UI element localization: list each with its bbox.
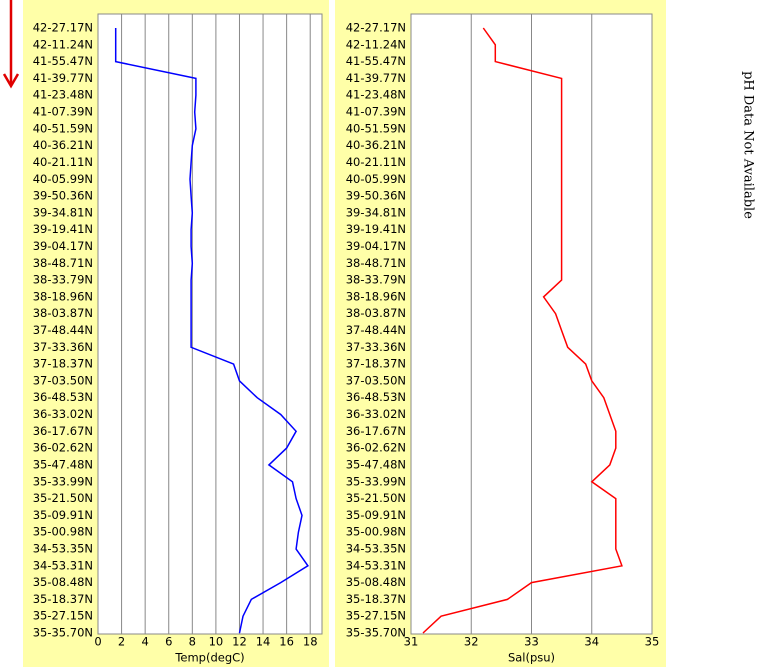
y-tick-label: 39-04.17N [33, 239, 93, 253]
y-tick-label: 37-48.44N [33, 323, 93, 337]
plot-frame [410, 13, 653, 635]
x-tick-label: 31 [404, 635, 419, 649]
y-tick-label: 39-19.41N [33, 222, 93, 236]
y-tick-label: 35-35.70N [33, 626, 93, 640]
y-tick-label: 37-03.50N [33, 373, 93, 387]
x-axis-title: Sal(psu) [508, 651, 555, 665]
y-tick-label: 36-33.02N [33, 407, 93, 421]
y-tick-label: 35-21.50N [346, 491, 406, 505]
y-tick-label: 35-35.70N [346, 626, 406, 640]
y-tick-label: 34-53.31N [33, 558, 93, 572]
y-tick-label: 41-07.39N [346, 105, 406, 119]
y-tick-label: 35-18.37N [346, 592, 406, 606]
y-tick-label: 34-53.31N [346, 558, 406, 572]
y-tick-label: 39-04.17N [346, 239, 406, 253]
y-tick-label: 39-34.81N [33, 205, 93, 219]
y-tick-label: 40-36.21N [346, 138, 406, 152]
y-tick-label: 35-18.37N [33, 592, 93, 606]
y-tick-label: 38-48.71N [346, 256, 406, 270]
y-tick-label: 35-09.91N [346, 508, 406, 522]
y-tick-label: 37-18.37N [33, 357, 93, 371]
plot-frame [97, 13, 323, 635]
y-tick-label: 41-39.77N [346, 71, 406, 85]
y-tick-label: 36-48.53N [33, 390, 93, 404]
x-tick-label: 0 [94, 635, 101, 649]
down-arrow [2, 0, 20, 89]
y-tick-label: 35-27.15N [33, 609, 93, 623]
y-tick-label: 35-27.15N [346, 609, 406, 623]
y-tick-label: 37-33.36N [346, 340, 406, 354]
x-tick-label: 16 [279, 635, 294, 649]
y-tick-label: 40-05.99N [33, 172, 93, 186]
y-tick-label: 42-27.17N [346, 21, 406, 35]
y-tick-label: 41-55.47N [33, 54, 93, 68]
y-tick-label: 35-33.99N [346, 474, 406, 488]
y-tick-label: 38-33.79N [33, 273, 93, 287]
y-tick-label: 35-33.99N [33, 474, 93, 488]
y-tick-label: 35-09.91N [33, 508, 93, 522]
y-tick-label: 40-21.11N [33, 155, 93, 169]
y-tick-label: 35-47.48N [33, 457, 93, 471]
y-tick-label: 38-03.87N [33, 306, 93, 320]
y-tick-label: 35-00.98N [346, 525, 406, 539]
y-tick-label: 36-02.62N [346, 441, 406, 455]
x-axis-title: Temp(degC) [174, 651, 244, 665]
x-tick-label: 6 [165, 635, 172, 649]
y-tick-label: 39-50.36N [346, 189, 406, 203]
x-tick-label: 2 [118, 635, 125, 649]
y-tick-label: 35-21.50N [33, 491, 93, 505]
y-tick-label: 39-19.41N [346, 222, 406, 236]
x-tick-label: 35 [645, 635, 660, 649]
x-tick-label: 33 [524, 635, 539, 649]
y-tick-label: 42-27.17N [33, 21, 93, 35]
x-tick-label: 8 [189, 635, 196, 649]
y-tick-label: 38-33.79N [346, 273, 406, 287]
y-tick-label: 35-08.48N [33, 575, 93, 589]
profile-line [114, 28, 309, 634]
x-tick-label: 18 [303, 635, 318, 649]
y-tick-label: 40-51.59N [346, 121, 406, 135]
x-tick-label: 14 [256, 635, 271, 649]
x-tick-label: 4 [141, 635, 148, 649]
y-tick-label: 36-17.67N [346, 424, 406, 438]
profile-line [422, 27, 623, 634]
x-tick-label: 12 [232, 635, 247, 649]
y-tick-label: 38-03.87N [346, 306, 406, 320]
y-tick-label: 41-55.47N [346, 54, 406, 68]
y-tick-label: 40-05.99N [346, 172, 406, 186]
y-tick-label: 38-48.71N [33, 256, 93, 270]
y-tick-label: 36-48.53N [346, 390, 406, 404]
y-tick-label: 39-34.81N [346, 205, 406, 219]
ph-note: pH Data Not Available [741, 71, 756, 219]
x-tick-label: 10 [209, 635, 224, 649]
y-tick-label: 40-51.59N [33, 121, 93, 135]
y-tick-label: 36-33.02N [346, 407, 406, 421]
y-tick-label: 36-02.62N [33, 441, 93, 455]
y-tick-label: 34-53.35N [346, 541, 406, 555]
plot-area [98, 14, 322, 634]
x-tick-label: 32 [464, 635, 479, 649]
y-tick-label: 41-39.77N [33, 71, 93, 85]
y-tick-label: 39-50.36N [33, 189, 93, 203]
y-tick-label: 35-08.48N [346, 575, 406, 589]
y-tick-label: 35-47.48N [346, 457, 406, 471]
y-tick-label: 37-18.37N [346, 357, 406, 371]
y-tick-label: 34-53.35N [33, 541, 93, 555]
y-tick-label: 41-23.48N [346, 88, 406, 102]
y-tick-label: 42-11.24N [346, 37, 406, 51]
y-tick-label: 38-18.96N [346, 289, 406, 303]
y-tick-label: 35-00.98N [33, 525, 93, 539]
y-tick-label: 41-23.48N [33, 88, 93, 102]
y-tick-label: 37-03.50N [346, 373, 406, 387]
y-tick-label: 41-07.39N [33, 105, 93, 119]
y-tick-label: 40-21.11N [346, 155, 406, 169]
y-tick-label: 37-33.36N [33, 340, 93, 354]
y-tick-label: 38-18.96N [33, 289, 93, 303]
y-tick-label: 40-36.21N [33, 138, 93, 152]
y-tick-label: 37-48.44N [346, 323, 406, 337]
y-tick-label: 36-17.67N [33, 424, 93, 438]
y-tick-label: 42-11.24N [33, 37, 93, 51]
x-tick-label: 34 [584, 635, 599, 649]
